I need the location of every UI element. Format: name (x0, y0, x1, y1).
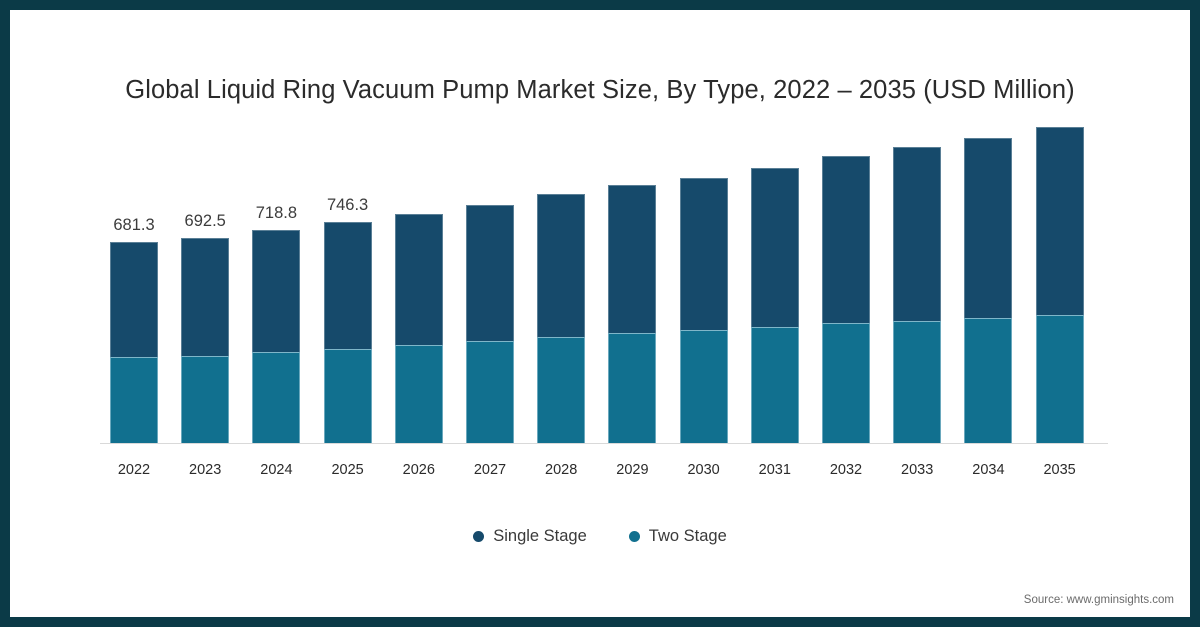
bar-segment-single-stage[interactable] (323, 222, 372, 349)
bar-segment-two-stage[interactable] (537, 336, 586, 444)
bar-segment-single-stage[interactable] (110, 241, 158, 358)
bar-series-container: 681.3 692.5 718.8 746.3 (100, 120, 1108, 444)
bar-segment-single-stage[interactable] (679, 177, 728, 330)
bar-group[interactable] (750, 167, 799, 444)
legend-label: Single Stage (493, 527, 587, 545)
bar-value-label: 692.5 (184, 212, 226, 231)
bar-segment-single-stage[interactable] (181, 238, 230, 356)
bar-segment-two-stage[interactable] (964, 317, 1013, 444)
bar-segment-single-stage[interactable] (893, 147, 942, 321)
x-axis-tick-label: 2034 (972, 462, 1005, 478)
bar-group[interactable]: 718.8 (252, 204, 301, 444)
chart-canvas: Global Liquid Ring Vacuum Pump Market Si… (10, 10, 1190, 617)
bar-group[interactable] (537, 194, 586, 444)
bar-segment-single-stage[interactable] (252, 230, 301, 353)
bar-segment-two-stage[interactable] (608, 332, 657, 444)
x-axis-tick-label: 2023 (189, 462, 222, 478)
legend-label: Two Stage (648, 527, 727, 545)
plot-area: 681.3 692.5 718.8 746.3 (100, 120, 1108, 444)
bar-value-label: 746.3 (326, 196, 369, 215)
bar-segment-single-stage[interactable] (608, 184, 657, 333)
bar-segment-two-stage[interactable] (252, 352, 301, 444)
x-axis-tick-label: 2031 (758, 462, 791, 478)
bar-group[interactable] (394, 213, 443, 444)
x-axis-line (100, 443, 1108, 444)
bar-segment-two-stage[interactable] (110, 357, 158, 444)
bar-segment-two-stage[interactable] (893, 320, 942, 444)
legend-item-single-stage[interactable]: Single Stage (473, 527, 587, 546)
bar-group[interactable]: 692.5 (181, 212, 230, 444)
bar-segment-two-stage[interactable] (466, 340, 514, 444)
bar-value-label: 681.3 (113, 215, 155, 234)
legend-item-two-stage[interactable]: Two Stage (628, 527, 727, 546)
bar-segment-single-stage[interactable] (964, 137, 1013, 318)
bar-group[interactable] (679, 177, 728, 444)
bar-group[interactable]: 746.3 (323, 196, 372, 444)
bar-segment-single-stage[interactable] (537, 194, 586, 337)
legend-marker-icon (628, 531, 640, 542)
x-axis-tick-label: 2028 (545, 462, 578, 478)
bar-group[interactable] (964, 137, 1013, 444)
bar-segment-single-stage[interactable] (466, 204, 514, 341)
x-axis-tick-label: 2029 (616, 462, 649, 478)
x-axis-tick-label: 2027 (473, 462, 507, 478)
bar-group[interactable]: 681.3 (110, 216, 158, 444)
bar-group[interactable] (822, 155, 870, 444)
x-axis-tick-label: 2026 (402, 462, 435, 478)
x-axis-tick-label: 2032 (829, 462, 863, 478)
bar-segment-single-stage[interactable] (1035, 127, 1084, 315)
bar-segment-two-stage[interactable] (750, 326, 799, 444)
bar-group[interactable] (608, 184, 657, 444)
source-attribution: Source: www.gminsights.com (1023, 594, 1174, 606)
bar-segment-single-stage[interactable] (822, 155, 870, 324)
x-axis-tick-label: 2030 (687, 462, 720, 478)
bar-segment-single-stage[interactable] (394, 213, 443, 345)
bar-segment-two-stage[interactable] (822, 323, 870, 444)
bar-segment-two-stage[interactable] (679, 329, 728, 444)
bar-segment-single-stage[interactable] (750, 167, 799, 327)
bar-segment-two-stage[interactable] (394, 344, 443, 444)
bar-value-label: 718.8 (255, 204, 298, 223)
bar-segment-two-stage[interactable] (181, 355, 230, 444)
x-axis-tick-label: 2024 (260, 462, 293, 478)
bar-segment-two-stage[interactable] (1035, 315, 1084, 444)
bar-group[interactable] (893, 147, 942, 444)
x-axis-tick-label: 2025 (331, 462, 364, 478)
bar-group[interactable] (466, 204, 514, 444)
bar-group[interactable] (1035, 127, 1084, 444)
x-axis-tick-label: 2033 (901, 462, 934, 478)
legend-marker-icon (473, 531, 485, 542)
chart-legend: Single Stage Two Stage (10, 527, 1190, 546)
x-axis-tick-label: 2022 (117, 462, 151, 478)
x-axis-tick-label: 2035 (1043, 462, 1076, 478)
page-title: Global Liquid Ring Vacuum Pump Market Si… (125, 76, 1075, 104)
bar-segment-two-stage[interactable] (323, 348, 372, 444)
